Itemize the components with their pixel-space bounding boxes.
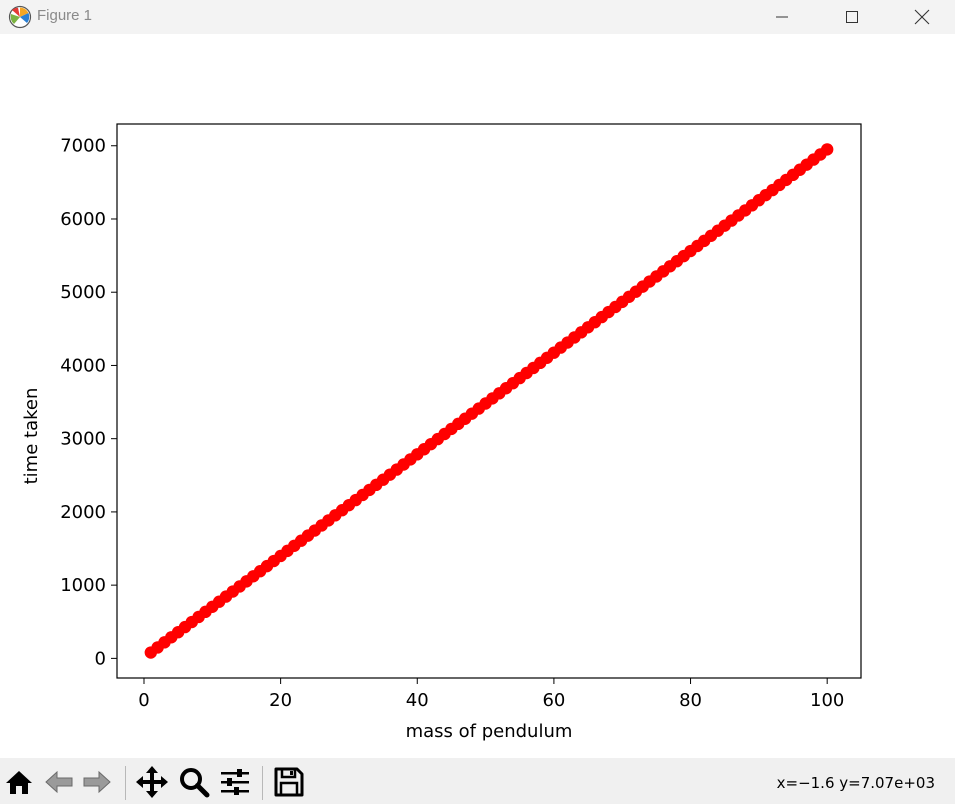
y-tick-label: 5000 [60,282,106,303]
x-axis-ticks: 0 20 40 60 80 100 [138,678,844,711]
save-icon [274,767,304,797]
back-icon [45,770,73,794]
pan-icon [136,766,168,798]
window-title: Figure 1 [37,7,93,24]
axes-frame [116,123,862,679]
title-bar: Figure 1 [0,0,955,34]
y-axis-label: time taken [21,388,42,485]
home-icon [6,771,32,794]
x-tick-label: 60 [542,690,565,711]
y-tick-label: 7000 [60,136,106,157]
cursor-coordinates: x=−1.6 y=7.07e+03 [776,774,935,792]
toolbar-separator [125,766,126,800]
figure-canvas[interactable]: 0 20 40 60 80 100 0 1000 2000 3000 4000 5000 6000 70… [0,34,955,758]
x-axis-label: mass of pendulum [406,721,573,742]
data-points [144,143,834,659]
x-tick-label: 40 [406,690,429,711]
navigation-toolbar: x=−1.6 y=7.07e+03 [0,758,955,804]
y-tick-label: 2000 [60,502,106,523]
configure-subplots-button[interactable] [218,765,252,799]
data-point [820,143,834,156]
y-tick-label: 6000 [60,209,106,230]
pan-button[interactable] [135,765,169,799]
forward-button[interactable] [80,765,114,799]
maximize-icon [846,11,858,23]
close-icon [914,9,930,25]
save-button[interactable] [272,765,306,799]
y-tick-label: 0 [95,648,106,669]
y-tick-label: 4000 [60,355,106,376]
y-axis-ticks: 0 1000 2000 3000 4000 5000 6000 7000 [60,136,117,669]
home-button[interactable] [2,765,36,799]
x-tick-label: 0 [138,690,149,711]
scatter-chart[interactable]: 0 20 40 60 80 100 0 1000 2000 3000 4000 5000 6000 70… [0,34,955,758]
back-button[interactable] [42,765,76,799]
minimize-button[interactable] [759,0,805,34]
matplotlib-logo-icon [8,5,32,29]
x-tick-label: 20 [269,690,292,711]
maximize-button[interactable] [829,0,875,34]
close-button[interactable] [899,0,945,34]
minimize-icon [776,16,788,18]
toolbar-separator [262,766,263,800]
configure-subplots-icon [221,769,249,795]
y-tick-label: 1000 [60,575,106,596]
y-tick-label: 3000 [60,429,106,450]
forward-icon [83,770,111,794]
x-tick-label: 100 [810,690,844,711]
x-tick-label: 80 [679,690,702,711]
zoom-button[interactable] [177,765,211,799]
zoom-icon [180,768,210,798]
